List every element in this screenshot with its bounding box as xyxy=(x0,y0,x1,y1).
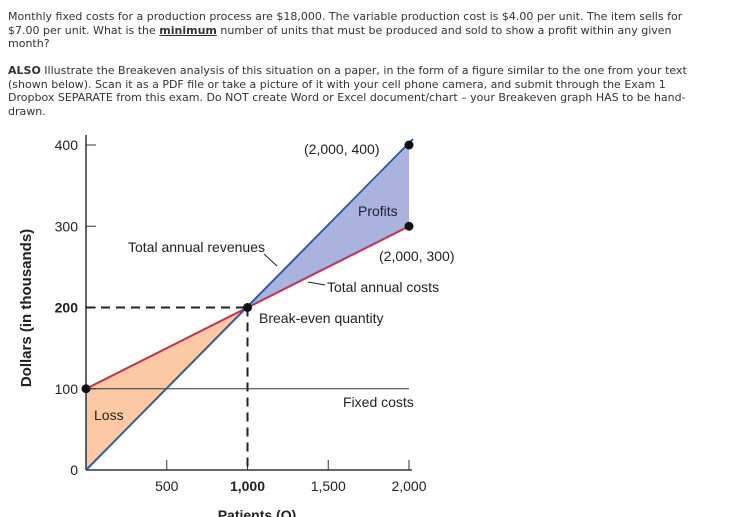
y-tick-label: 100 xyxy=(55,381,79,397)
revenues-label: Total annual revenues xyxy=(128,239,265,255)
y-tick-label: 200 xyxy=(55,300,79,316)
instructions-lead: ALSO xyxy=(8,64,41,77)
y-tick-label: 300 xyxy=(55,218,79,234)
data-point xyxy=(243,303,252,312)
y-tick-label: 0 xyxy=(70,462,78,478)
point-cost-label: (2,000, 300) xyxy=(379,248,455,264)
chart-points xyxy=(81,140,414,394)
loss-label: Loss xyxy=(94,407,124,423)
y-axis-label: Dollars (in thousands) xyxy=(18,229,35,387)
data-point xyxy=(404,140,414,150)
costs-label: Total annual costs xyxy=(327,279,439,295)
question-suffix: number of units that must be produced an… xyxy=(8,23,672,51)
instructions-body: Illustrate the Breakeven analysis of thi… xyxy=(8,64,687,118)
question-emphasis: minimum xyxy=(159,23,217,37)
annotation-leaders xyxy=(263,253,326,286)
costs-leader xyxy=(307,281,326,286)
x-tick-label: 2,000 xyxy=(391,478,426,494)
instructions-text: ALSO Illustrate the Breakeven analysis o… xyxy=(8,64,713,118)
profits-label: Profits xyxy=(358,203,398,219)
x-tick-label: 1,000 xyxy=(230,478,265,494)
data-point xyxy=(404,221,414,231)
x-axis-label: Patients (Q) xyxy=(218,507,297,517)
data-point xyxy=(81,384,91,394)
question-text: Monthly fixed costs for a production pro… xyxy=(8,10,708,51)
point-top-label: (2,000, 400) xyxy=(304,141,380,157)
chart-axes xyxy=(85,135,412,471)
x-tick-label: 500 xyxy=(155,478,179,494)
x-tick-label: 1,500 xyxy=(311,478,346,494)
fixed-costs-label: Fixed costs xyxy=(343,394,414,410)
breakeven-label: Break-even quantity xyxy=(259,310,384,326)
revenues-leader xyxy=(263,253,278,267)
question-prefix: Monthly fixed costs for a production pro… xyxy=(8,10,683,37)
y-tick-label: 400 xyxy=(55,137,79,153)
